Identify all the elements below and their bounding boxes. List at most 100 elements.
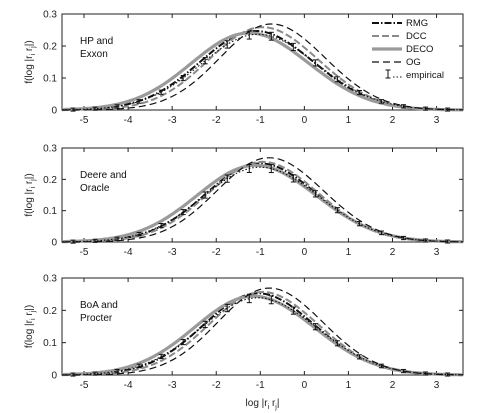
panel-annotation: HP and [80,36,113,47]
y-axis-label: f(log |ri rj|) [24,305,37,348]
x-tick-label: -5 [80,247,89,258]
series-line-empirical [61,297,463,376]
error-bar [334,207,340,214]
series-line-dcc [62,160,464,243]
x-tick-label: 3 [434,247,440,258]
x-tick-label: -3 [168,380,177,391]
plot-frame [61,13,464,111]
x-tick-label: 1 [346,380,352,391]
y-tick-label: 0.3 [43,274,57,285]
error-bar [445,239,451,244]
y-tick-label: 0.1 [43,338,57,349]
error-bar [70,372,76,377]
x-tick-label: -2 [212,115,221,126]
chart-panel-2: -5 -4 -3 -2 -1 0 1 2 3 0 0.1 0.2 0.3 f(log |ri rj|) De… [24,144,464,258]
series-line-rmg [62,292,464,376]
error-bar [158,353,164,360]
error-bar [70,107,76,112]
x-tick-label: 2 [390,380,396,391]
error-bar [92,371,98,376]
error-bar [445,107,451,112]
error-bar [268,31,274,41]
error-bar [202,57,208,65]
error-bar [92,238,98,243]
y-tick-label: 0 [51,371,57,382]
y-tick-label: 0.1 [43,206,57,217]
x-tick-label: 2 [390,115,396,126]
series-line-empirical [62,166,463,243]
y-tick-label: 0.3 [43,10,57,21]
chart-panel-3: -5 -4 -3 -2 -1 0 1 2 3 0 0.1 0.2 0.3 f(log |ri rj|) lo… [24,274,464,411]
x-tick-label: -1 [256,380,265,391]
y-tick-label: 0 [51,238,57,249]
error-bar [334,76,340,83]
x-tick-label: -3 [168,247,177,258]
panel-annotation: Procter [80,313,113,324]
error-bar [224,174,230,183]
x-tick-label: -1 [256,115,265,126]
panel-annotation: Deere and [80,170,127,181]
error-bar [114,104,120,109]
error-bar [401,104,407,109]
x-tick-label: -1 [256,247,265,258]
chart-panel-1: -5 -4 -3 -2 -1 0 1 2 3 0 0.1 0.2 0.3 f(log |ri rj|) HP… [24,10,464,126]
error-bar [70,239,76,244]
legend-label: OG [406,57,421,68]
error-bar [224,40,230,49]
series-line-og [62,23,464,111]
error-bar [401,368,407,374]
legend-label: RMG [406,18,428,29]
error-bar [445,372,451,377]
error-bar [312,190,318,198]
x-tick-label: 0 [302,247,308,258]
error-bar [136,231,142,237]
series-line-og [62,287,464,376]
x-tick-label: 2 [390,247,396,258]
error-bar [92,106,98,111]
error-bar [158,223,164,229]
plot-frame [61,147,464,243]
x-tick-label: -5 [80,380,89,391]
panel-annotation: Oracle [80,183,110,194]
x-tick-label: 0 [302,115,308,126]
error-bar [356,354,362,360]
error-bar [423,106,429,111]
legend: RMG DCC DECO OG empirical [372,18,444,81]
error-bar [423,238,429,243]
series-line-deco [61,294,463,377]
series-line-dcc [62,26,464,111]
error-bar [180,338,186,346]
y-axis-label: f(log |ri rj|) [24,173,37,216]
x-tick-label: -4 [124,247,133,258]
error-bar [290,174,296,183]
y-tick-label: 0.2 [43,175,57,186]
error-bar [136,363,142,369]
x-tick-label: -5 [80,115,89,126]
x-tick-label: 1 [346,115,352,126]
y-tick-label: 0.3 [43,144,57,155]
y-tick-label: 0.2 [43,42,57,53]
error-bar [401,235,407,241]
y-tick-label: 0 [51,106,57,117]
error-bar [312,59,318,67]
error-bar [246,294,252,304]
error-bar [378,230,384,236]
error-bar [180,75,186,82]
error-bar [158,89,164,95]
error-bar [268,295,274,305]
error-bar [114,369,120,374]
legend-label: empirical [406,70,444,81]
plot-frame [61,277,464,376]
error-bar [202,320,208,329]
x-axis-label: log |ri rj| [246,398,280,411]
error-bar [180,209,186,216]
error-bar [423,371,429,376]
x-tick-label: -4 [124,115,133,126]
y-tick-label: 0.1 [43,74,57,85]
y-tick-label: 0.2 [43,306,57,317]
legend-label: DECO [406,44,433,55]
error-bar [246,164,252,173]
error-bar [312,323,318,331]
error-bar [334,340,340,347]
error-bar [290,306,296,315]
